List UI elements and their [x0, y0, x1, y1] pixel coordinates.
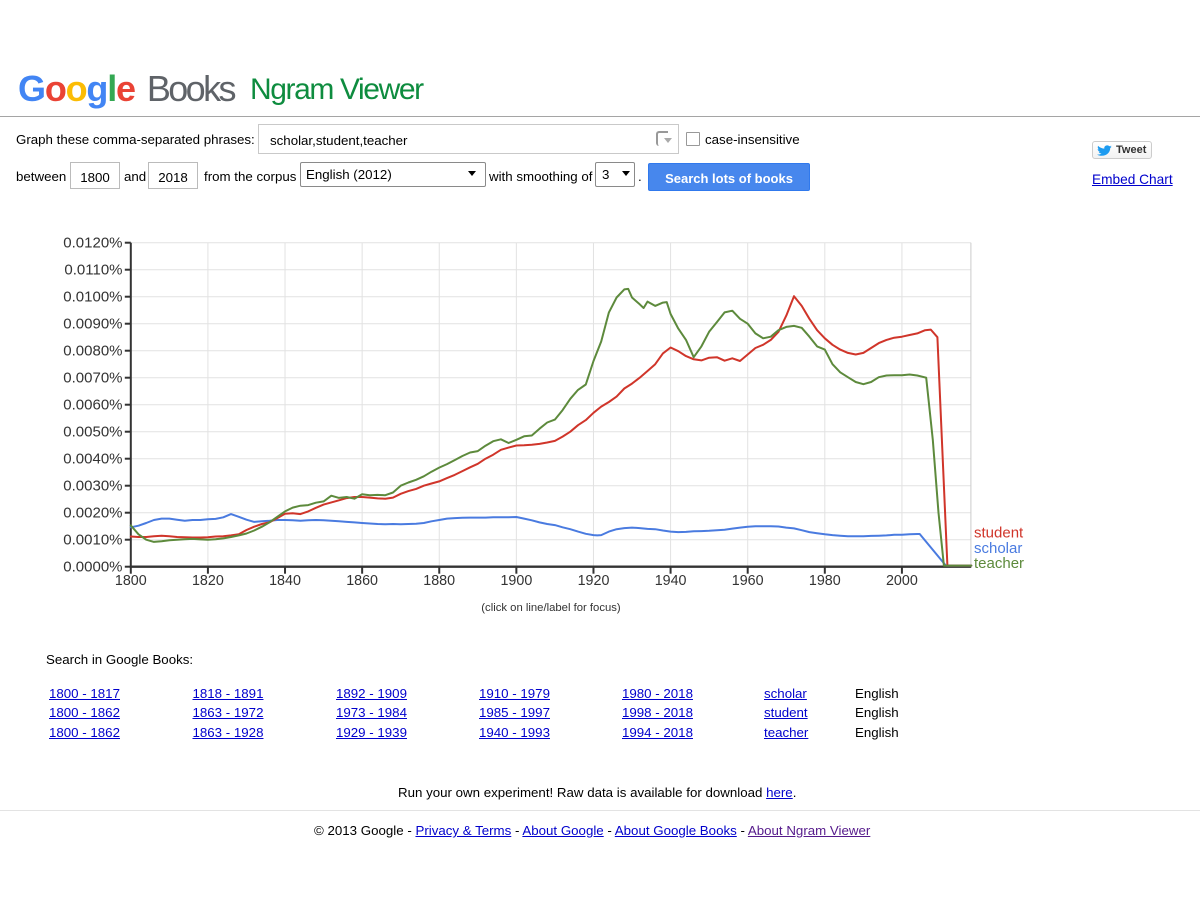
svg-text:2000: 2000: [886, 573, 918, 589]
svg-text:0.0000%: 0.0000%: [63, 559, 122, 576]
svg-text:0.0060%: 0.0060%: [63, 397, 122, 414]
svg-text:0.0110%: 0.0110%: [64, 262, 122, 279]
svg-text:1940: 1940: [655, 573, 687, 589]
svg-text:0.0010%: 0.0010%: [63, 532, 122, 549]
svg-text:1800: 1800: [115, 573, 147, 589]
svg-text:(click on line/label for focus: (click on line/label for focus): [481, 602, 621, 614]
svg-text:1900: 1900: [500, 573, 532, 589]
svg-text:0.0020%: 0.0020%: [63, 505, 122, 522]
svg-text:0.0090%: 0.0090%: [63, 316, 122, 333]
svg-text:0.0040%: 0.0040%: [63, 451, 122, 468]
svg-text:0.0030%: 0.0030%: [63, 478, 122, 495]
svg-text:0.0070%: 0.0070%: [63, 370, 122, 387]
svg-text:0.0100%: 0.0100%: [63, 289, 122, 306]
svg-text:1960: 1960: [732, 573, 764, 589]
svg-text:1840: 1840: [269, 573, 301, 589]
svg-text:scholar: scholar: [974, 540, 1022, 557]
svg-text:0.0050%: 0.0050%: [63, 424, 122, 441]
svg-text:teacher: teacher: [974, 555, 1024, 572]
svg-text:0.0080%: 0.0080%: [63, 343, 122, 360]
svg-text:1880: 1880: [423, 573, 455, 589]
svg-text:0.0120%: 0.0120%: [63, 235, 122, 252]
svg-text:1820: 1820: [192, 573, 224, 589]
svg-text:1980: 1980: [809, 573, 841, 589]
svg-text:student: student: [974, 525, 1024, 542]
svg-text:1860: 1860: [346, 573, 378, 589]
svg-text:1920: 1920: [578, 573, 610, 589]
